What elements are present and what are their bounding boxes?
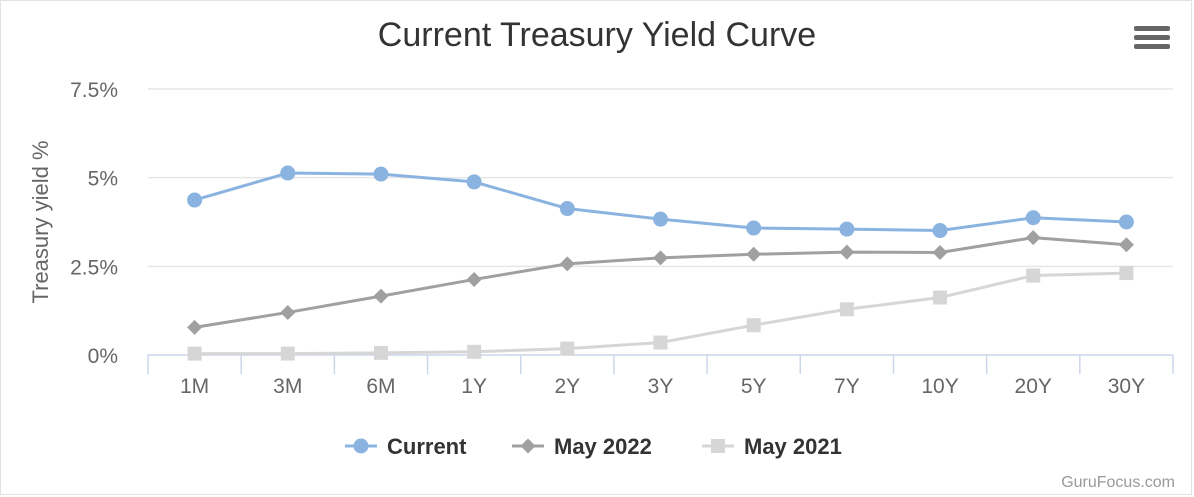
legend-marker (353, 438, 369, 454)
data-point-may-2021 (560, 341, 575, 356)
y-tick-label: 7.5% (70, 79, 118, 102)
legend-label: May 2022 (554, 434, 652, 459)
menu-bar (1134, 35, 1170, 40)
data-point-may-2021 (933, 290, 948, 305)
legend-item-may-2021[interactable]: May 2021 (702, 434, 842, 459)
y-tick-label: 0% (88, 345, 118, 368)
data-point-current (746, 220, 762, 236)
data-point-current (1118, 214, 1134, 230)
data-point-may-2022 (839, 244, 855, 260)
x-tick-label: 2Y (554, 375, 580, 398)
data-point-may-2022 (559, 256, 575, 272)
data-point-may-2022 (187, 319, 203, 335)
x-tick-label: 1M (180, 375, 209, 398)
x-tick-label: 20Y (1015, 375, 1052, 398)
grid-lines (148, 88, 1173, 268)
x-tick-label: 6M (366, 375, 395, 398)
x-tick-label: 1Y (461, 375, 487, 398)
hamburger-menu-icon[interactable] (1134, 26, 1170, 58)
series-may-2022 (187, 230, 1134, 335)
data-point-current (466, 174, 482, 190)
legend-label: Current (387, 434, 467, 459)
data-point-current (373, 166, 389, 182)
series-may-2021 (187, 266, 1134, 361)
series-current (187, 165, 1134, 239)
legend-label: May 2021 (744, 434, 842, 459)
data-point-may-2021 (653, 335, 668, 350)
data-point-current (280, 165, 296, 181)
data-point-current (932, 223, 948, 239)
watermark: GuruFocus.com (1061, 474, 1175, 491)
x-tick-label: 7Y (834, 375, 860, 398)
data-point-may-2022 (1025, 230, 1041, 246)
legend-marker (711, 439, 725, 453)
data-point-may-2021 (280, 346, 295, 361)
data-point-may-2021 (1119, 266, 1134, 281)
y-tick-label: 2.5% (70, 256, 118, 279)
data-point-current (653, 211, 668, 227)
data-point-may-2022 (653, 250, 668, 266)
data-point-current (839, 221, 855, 237)
legend-item-current[interactable]: Current (345, 434, 467, 459)
data-point-may-2022 (280, 304, 296, 320)
data-point-may-2021 (746, 318, 761, 333)
y-axis-ticks: 0% 2.5% 5% 7.5% (70, 79, 118, 368)
data-point-may-2022 (373, 288, 389, 304)
x-tick-label: 3M (273, 375, 302, 398)
y-tick-label: 5% (88, 168, 118, 191)
menu-bar (1134, 44, 1170, 49)
x-tick-label: 5Y (741, 375, 767, 398)
x-tick-label: 3Y (648, 375, 674, 398)
data-point-may-2021 (373, 345, 388, 360)
data-point-may-2022 (1118, 237, 1134, 253)
y-axis-label: Treasury yield % (28, 140, 53, 303)
legend-marker (520, 438, 536, 454)
data-point-may-2022 (932, 245, 948, 261)
menu-bar (1134, 26, 1170, 31)
data-point-may-2021 (187, 346, 202, 361)
data-point-current (559, 201, 575, 217)
legend: Current May 2022 May 2021 (345, 434, 842, 459)
data-point-may-2021 (1026, 268, 1041, 283)
x-tick-label: 30Y (1108, 375, 1145, 398)
data-point-may-2021 (839, 302, 854, 317)
legend-item-may-2022[interactable]: May 2022 (512, 434, 652, 459)
data-point-may-2022 (466, 271, 482, 287)
chart-title: Current Treasury Yield Curve (378, 16, 816, 54)
data-point-may-2021 (467, 344, 482, 359)
series-lines (187, 165, 1134, 361)
data-point-current (187, 192, 203, 208)
x-tick-label: 10Y (921, 375, 958, 398)
data-point-current (1025, 210, 1041, 226)
x-axis: 1M 3M 6M 1Y 2Y 3Y 5Y 7Y 10Y 20Y 30Y (147, 354, 1174, 398)
data-point-may-2022 (746, 246, 762, 262)
